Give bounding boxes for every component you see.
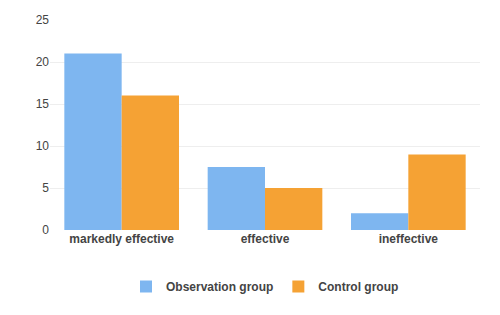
svg-text:25: 25 (36, 13, 50, 27)
svg-text:Control group: Control group (318, 280, 398, 294)
svg-text:markedly effective: markedly effective (69, 232, 174, 246)
svg-text:10: 10 (36, 139, 50, 153)
svg-text:effective: effective (241, 232, 290, 246)
svg-text:0: 0 (42, 223, 49, 237)
svg-text:ineffective: ineffective (379, 232, 439, 246)
svg-text:Observation group: Observation group (166, 280, 273, 294)
svg-text:15: 15 (36, 97, 50, 111)
svg-text:5: 5 (42, 181, 49, 195)
svg-text:20: 20 (36, 55, 50, 69)
